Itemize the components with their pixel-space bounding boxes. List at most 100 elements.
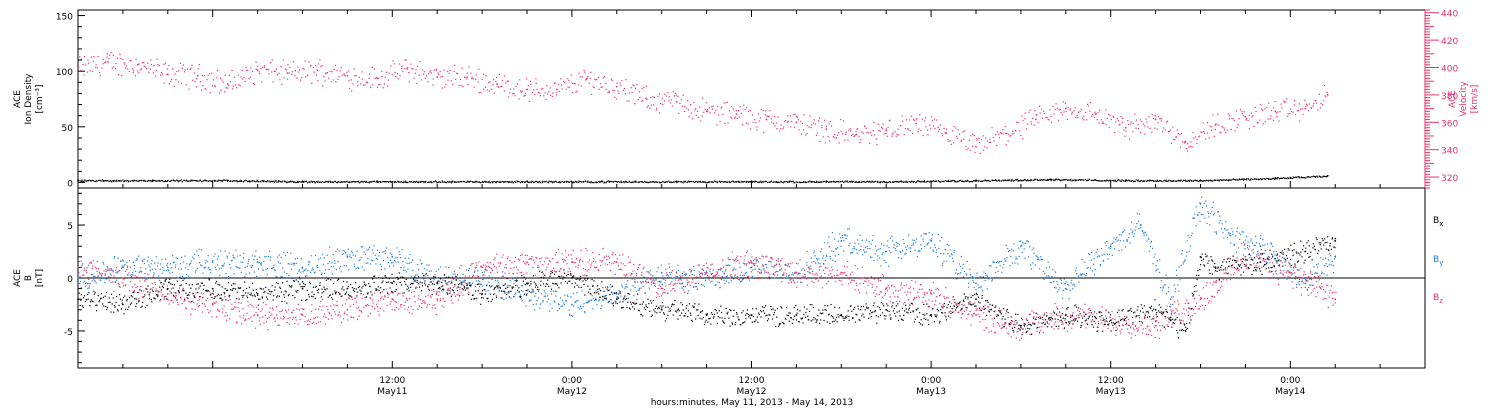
ion-density-sample-dot (646, 181, 648, 183)
ion-density-sample-dot (898, 181, 900, 183)
ion-density-sample-dot (1094, 179, 1096, 181)
velocity-sample-dot (941, 132, 943, 135)
ion-density-sample-dot (711, 181, 713, 183)
by-sample-dot (1136, 222, 1138, 225)
velocity-sample-dot (297, 71, 299, 73)
velocity-sample-dot (1304, 99, 1306, 101)
ion-density-sample-dot (529, 181, 531, 183)
velocity-sample-dot (1245, 119, 1247, 121)
bz-sample-dot (137, 291, 140, 294)
velocity-sample-dot (224, 91, 226, 93)
velocity-sample-dot (163, 82, 165, 84)
ion-density-sample-dot (1161, 180, 1163, 183)
ion-density-sample-dot (340, 181, 342, 183)
velocity-sample-dot (128, 70, 130, 72)
velocity-sample-dot (967, 147, 969, 149)
ion-density-sample-dot (95, 180, 98, 182)
ion-density-sample-dot (961, 180, 963, 183)
by-sample-dot (1062, 289, 1064, 292)
by-sample-dot (173, 261, 176, 263)
velocity-sample-dot (478, 68, 480, 70)
ion-density-sample-dot (1216, 179, 1218, 181)
ion-density-sample-dot (356, 181, 358, 183)
ion-density-sample-dot (1114, 180, 1117, 182)
bz-sample-dot (128, 272, 130, 274)
by-sample-dot (1036, 255, 1038, 257)
by-sample-dot (159, 279, 161, 281)
x-tick-label-date: May12 (736, 387, 766, 397)
ion-density-sample-dot (255, 181, 257, 183)
by-sample-dot (573, 305, 575, 307)
ion-density-sample-dot (695, 180, 697, 183)
bz-sample-dot (154, 284, 156, 286)
velocity-sample-dot (140, 69, 142, 71)
bz-sample-dot (191, 308, 193, 310)
velocity-sample-dot (1186, 150, 1189, 152)
ion-density-sample-dot (890, 181, 892, 183)
ion-density-sample-dot (267, 180, 269, 182)
by-sample-dot (523, 283, 525, 285)
velocity-sample-dot (988, 141, 991, 144)
by-sample-dot (999, 265, 1001, 267)
velocity-sample-dot (267, 69, 269, 71)
by-sample-dot (277, 261, 280, 263)
bz-sample-dot (218, 310, 221, 312)
velocity-sample-dot (647, 105, 649, 107)
velocity-sample-dot (1117, 120, 1119, 122)
ion-density-sample-dot (453, 181, 455, 183)
ion-density-sample-dot (466, 181, 468, 183)
bz-sample-dot (194, 308, 196, 310)
by-sample-dot (555, 295, 557, 297)
ion-density-sample-dot (1259, 178, 1262, 180)
ion-density-sample-dot (660, 181, 662, 184)
by-sample-dot (1230, 242, 1232, 244)
ion-density-sample-dot (856, 181, 858, 184)
velocity-sample-dot (836, 134, 838, 137)
ion-density-sample-dot (564, 181, 566, 183)
ion-density-sample-dot (558, 181, 560, 183)
by-sample-dot (1260, 248, 1262, 251)
ion-density-sample-dot (551, 181, 553, 183)
ion-density-sample-dot (406, 181, 408, 183)
bz-sample-dot (294, 322, 296, 325)
velocity-sample-dot (719, 120, 721, 123)
by-sample-dot (1298, 278, 1301, 281)
bz-sample-dot (295, 319, 297, 321)
by-sample-dot (755, 260, 757, 262)
velocity-sample-dot (421, 69, 423, 71)
velocity-sample-dot (663, 100, 666, 102)
ion-density-sample-dot (179, 180, 181, 182)
by-sample-dot (1268, 256, 1271, 258)
by-sample-dot (1214, 231, 1216, 233)
x-tick-label-time: 0:00 (921, 376, 941, 386)
ion-density-sample-dot (1296, 176, 1298, 178)
by-sample-dot (283, 271, 285, 273)
by-sample-dot (1007, 250, 1010, 253)
ion-density-sample-dot (509, 181, 511, 183)
ion-density-sample-dot (423, 182, 425, 184)
ion-density-sample-dot (427, 181, 430, 183)
ion-density-sample-dot (280, 181, 282, 183)
bz-sample-dot (95, 268, 98, 270)
by-sample-dot (1086, 267, 1088, 270)
ion-density-sample-dot (350, 181, 352, 183)
velocity-sample-dot (639, 96, 641, 98)
bz-sample-dot (274, 320, 276, 322)
velocity-sample-dot (773, 115, 776, 118)
ion-density-sample-dot (1088, 178, 1091, 181)
by-sample-dot (1089, 267, 1091, 269)
ion-density-sample-dot (647, 182, 649, 184)
velocity-sample-dot (707, 109, 709, 111)
ion-density-sample-dot (555, 180, 557, 182)
velocity-sample-dot (393, 63, 395, 65)
ion-density-sample-dot (485, 181, 487, 183)
ion-density-sample-dot (1081, 179, 1083, 181)
by-sample-dot (558, 308, 561, 310)
velocity-sample-dot (150, 59, 152, 61)
by-sample-dot (1083, 273, 1085, 275)
ion-density-sample-dot (574, 180, 577, 182)
velocity-sample-dot (602, 77, 604, 79)
ion-density-sample-dot (1013, 179, 1016, 182)
by-sample-dot (196, 267, 198, 270)
by-sample-dot (975, 288, 977, 291)
